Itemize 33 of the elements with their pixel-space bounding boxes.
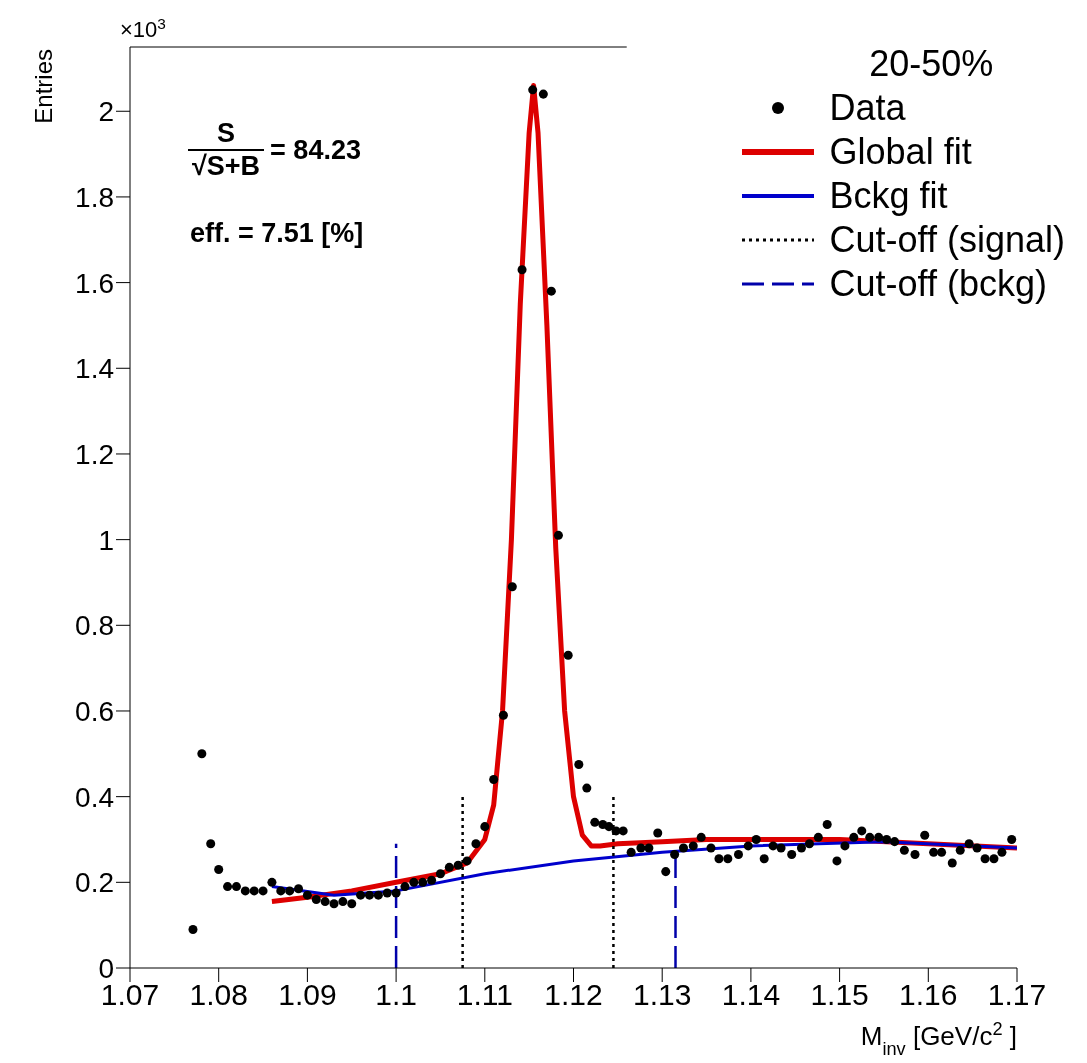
y-tick-label: 0.4 xyxy=(75,781,114,813)
legend-label: Data xyxy=(829,86,906,130)
x-tick-label: 1.17 xyxy=(987,978,1047,1012)
x-tick-label: 1.13 xyxy=(633,978,692,1012)
annotation: = 84.23 xyxy=(270,134,361,166)
y-tick-label: 1.8 xyxy=(75,181,114,213)
legend-label: Bckg fit xyxy=(829,174,948,218)
annotation: S xyxy=(217,118,236,149)
x-tick-label: 1.1 xyxy=(375,978,417,1012)
x-tick-label: 1.12 xyxy=(544,978,603,1012)
text: ×10$^{3}$ xyxy=(120,14,166,42)
x-tick-label: 1.08 xyxy=(189,978,248,1012)
legend-label: Global fit xyxy=(829,130,972,174)
y-tick-label: 0.6 xyxy=(75,695,114,727)
y-tick-label: 1.2 xyxy=(75,438,114,470)
x-tick-label: 1.16 xyxy=(899,978,958,1012)
y-axis-title: Entries xyxy=(30,49,57,124)
annotation: eff. = 7.51 [%] xyxy=(190,218,364,249)
x-tick-label: 1.14 xyxy=(721,978,781,1012)
y-tick-label: 0.8 xyxy=(75,610,114,642)
y-tick-label: 2 xyxy=(98,96,114,128)
x-tick-label: 1.15 xyxy=(810,978,869,1012)
y-tick-label: 1 xyxy=(98,524,114,556)
legend-label: Cut-off (signal) xyxy=(829,218,1065,262)
x-tick-label: 1.09 xyxy=(278,978,337,1012)
y-tick-label: 0.2 xyxy=(75,867,114,899)
legend-label: Cut-off (bckg) xyxy=(829,262,1047,306)
y-tick-label: 1.4 xyxy=(75,353,114,385)
x-tick-label: 1.11 xyxy=(456,978,513,1012)
annotation: √S+B xyxy=(188,149,265,182)
legend-title: 20-50% xyxy=(868,42,995,86)
y-tick-label: 1.6 xyxy=(75,267,114,299)
x-axis-title: M$_{inv}$ [GeV/c$^{2}$] xyxy=(860,1019,1017,1059)
